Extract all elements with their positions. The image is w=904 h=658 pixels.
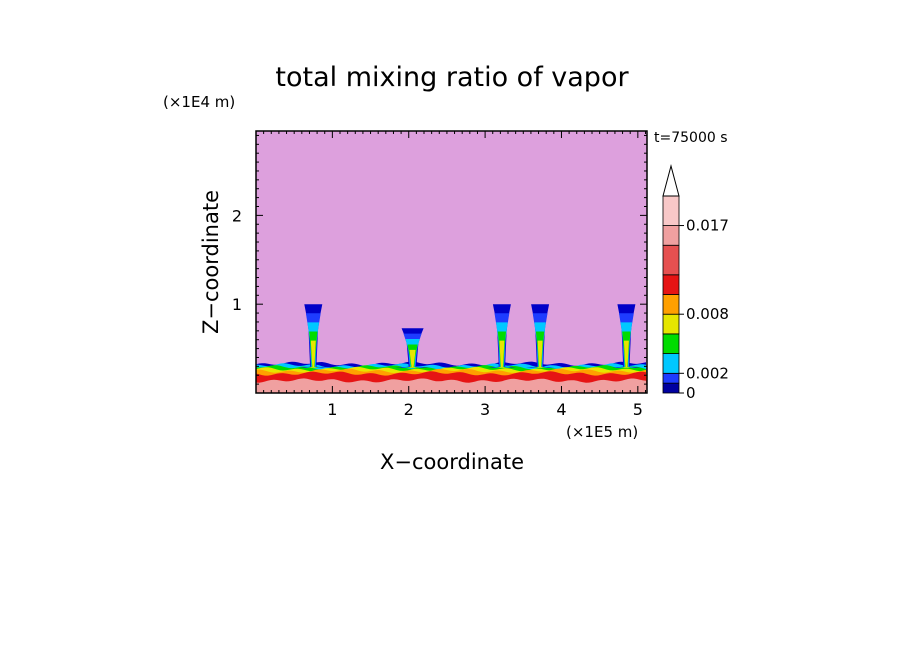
plume-3 xyxy=(497,340,506,368)
y-tick-label: 1 xyxy=(232,295,242,314)
x-unit-label: (×1E5 m) xyxy=(566,423,638,441)
plume-5 xyxy=(622,340,631,368)
x-tick-label: 3 xyxy=(480,400,490,419)
plot-area xyxy=(255,130,648,394)
colorbar-label: 0.008 xyxy=(686,305,729,323)
x-axis-title: X−coordinate xyxy=(380,450,524,474)
x-tick-label: 1 xyxy=(327,400,337,419)
colorbar-swatch xyxy=(662,225,680,246)
colorbar-label: 0.017 xyxy=(686,217,729,235)
y-tick-label: 2 xyxy=(232,206,242,225)
x-tick-label: 4 xyxy=(556,400,566,419)
x-tick-label: 5 xyxy=(633,400,643,419)
axis-ticks: 1 2 3 4 5 1 2 xyxy=(232,131,647,419)
x-tick-label: 2 xyxy=(404,400,414,419)
colorbar-swatch xyxy=(662,313,680,335)
colorbar-swatch xyxy=(662,195,680,226)
y-unit-label: (×1E4 m) xyxy=(163,93,235,111)
colorbar-swatch xyxy=(662,382,680,394)
colorbar-swatch xyxy=(662,244,680,276)
colorbar-swatch xyxy=(662,372,680,384)
colorbar-label: 0 xyxy=(686,384,696,402)
plume-4 xyxy=(536,340,545,368)
surface-layer xyxy=(256,378,647,393)
colorbar-swatch xyxy=(662,294,680,315)
y-axis-title: Z−coordinate xyxy=(199,190,223,334)
plume-1 xyxy=(309,340,318,368)
plot-frame xyxy=(255,130,648,394)
colorbar: 0 0.002 0.008 0.017 xyxy=(662,164,729,402)
field-background xyxy=(256,131,647,393)
colorbar-extend-arrow xyxy=(662,164,680,197)
chart-title: total mixing ratio of vapor xyxy=(275,62,629,93)
colorbar-swatch xyxy=(662,353,680,374)
colorbar-swatch xyxy=(662,333,680,354)
colorbar-swatch xyxy=(662,274,680,295)
time-label: t=75000 s xyxy=(654,130,728,146)
plume-2 xyxy=(407,349,418,368)
colorbar-label: 0.002 xyxy=(686,364,729,382)
contour-field xyxy=(256,131,647,393)
